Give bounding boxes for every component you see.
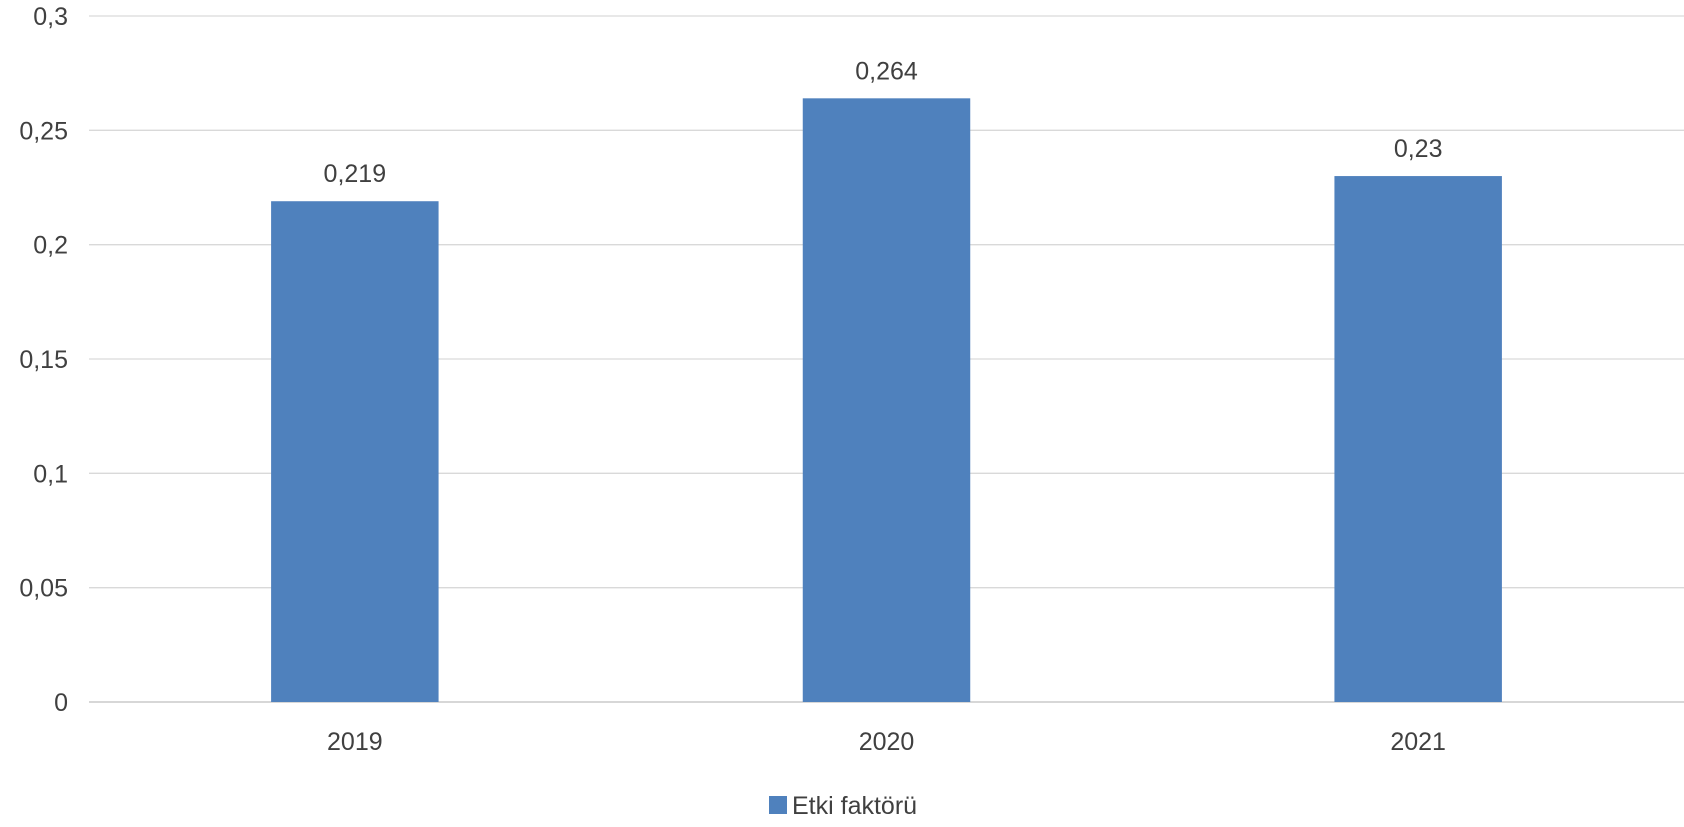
x-tick-label-2021: 2021	[1390, 728, 1446, 756]
y-tick-label: 0,15	[19, 346, 68, 374]
y-tick-label: 0	[54, 689, 68, 717]
bar-2019	[271, 201, 439, 702]
data-label-2020: 0,264	[855, 57, 918, 85]
y-axis-tick-labels: 0 0,05 0,1 0,15 0,2 0,25 0,3	[19, 3, 68, 717]
y-tick-label: 0,1	[33, 460, 68, 488]
legend: Etki faktörü	[769, 792, 917, 820]
y-tick-label: 0,2	[33, 232, 68, 260]
legend-swatch	[769, 796, 787, 814]
data-labels: 0,219 0,264 0,23	[324, 57, 1443, 188]
y-tick-label: 0,25	[19, 117, 68, 145]
data-label-2019: 0,219	[324, 160, 387, 188]
y-tick-label: 0,05	[19, 575, 68, 603]
x-axis-category-labels: 2019 2020 2021	[327, 728, 1446, 756]
x-tick-label-2019: 2019	[327, 728, 383, 756]
x-tick-label-2020: 2020	[859, 728, 915, 756]
data-label-2021: 0,23	[1394, 135, 1443, 163]
bar-2020	[802, 98, 971, 702]
legend-label-etki-faktoru: Etki faktörü	[792, 792, 917, 820]
y-tick-label: 0,3	[33, 3, 68, 31]
bars	[271, 98, 1502, 703]
bar-2021	[1334, 176, 1502, 703]
